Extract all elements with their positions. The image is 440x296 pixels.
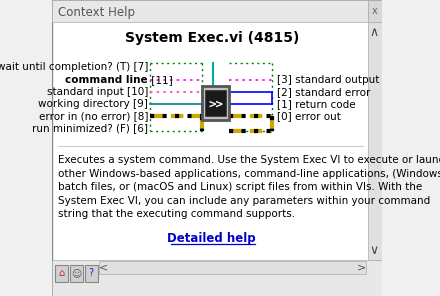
Text: ?: ? (88, 268, 94, 278)
Bar (70, 265, 83, 282)
Text: string that the executing command supports.: string that the executing command suppor… (58, 209, 295, 219)
Text: ☺: ☺ (71, 268, 81, 278)
Text: batch files, or (macOS and Linux) script files from within VIs. With the: batch files, or (macOS and Linux) script… (58, 182, 422, 192)
Text: ∨: ∨ (370, 244, 379, 257)
Text: working directory [9]: working directory [9] (38, 99, 148, 109)
Text: wait until completion? (T) [7]: wait until completion? (T) [7] (0, 62, 148, 72)
Text: Executes a system command. Use the System Exec VI to execute or launch: Executes a system command. Use the Syste… (58, 155, 440, 165)
Bar (205, 90, 226, 116)
Bar (52, 260, 382, 296)
Text: error in (no error) [8]: error in (no error) [8] (39, 111, 148, 121)
Bar (99, 261, 366, 274)
Text: >: > (357, 262, 367, 272)
Text: [3] standard output: [3] standard output (277, 75, 379, 85)
Text: <: < (99, 262, 108, 272)
Text: Context Help: Context Help (58, 6, 135, 19)
Text: [2] standard error: [2] standard error (277, 87, 370, 97)
Text: [1] return code: [1] return code (277, 99, 356, 109)
Text: >>: >> (208, 97, 223, 110)
Text: System Exec VI, you can include any parameters within your command: System Exec VI, you can include any para… (58, 195, 430, 205)
Bar (202, 86, 229, 120)
Text: System Exec.vi (4815): System Exec.vi (4815) (125, 31, 299, 45)
Text: ⌂: ⌂ (58, 268, 64, 278)
Text: Detailed help: Detailed help (168, 232, 256, 245)
Bar (368, 0, 382, 22)
Text: [11]: [11] (148, 75, 173, 85)
Text: command line: command line (66, 75, 148, 85)
Bar (52, 0, 368, 22)
Text: other Windows-based applications, command-line applications, (Windows): other Windows-based applications, comman… (58, 168, 440, 178)
Text: standard input [10]: standard input [10] (47, 87, 148, 97)
Text: ∧: ∧ (370, 25, 379, 38)
Bar (368, 22, 382, 260)
Bar (85, 265, 98, 282)
Text: run minimized? (F) [6]: run minimized? (F) [6] (32, 123, 148, 133)
Bar (55, 265, 68, 282)
Text: [0] error out: [0] error out (277, 111, 341, 121)
Text: x: x (371, 6, 378, 16)
